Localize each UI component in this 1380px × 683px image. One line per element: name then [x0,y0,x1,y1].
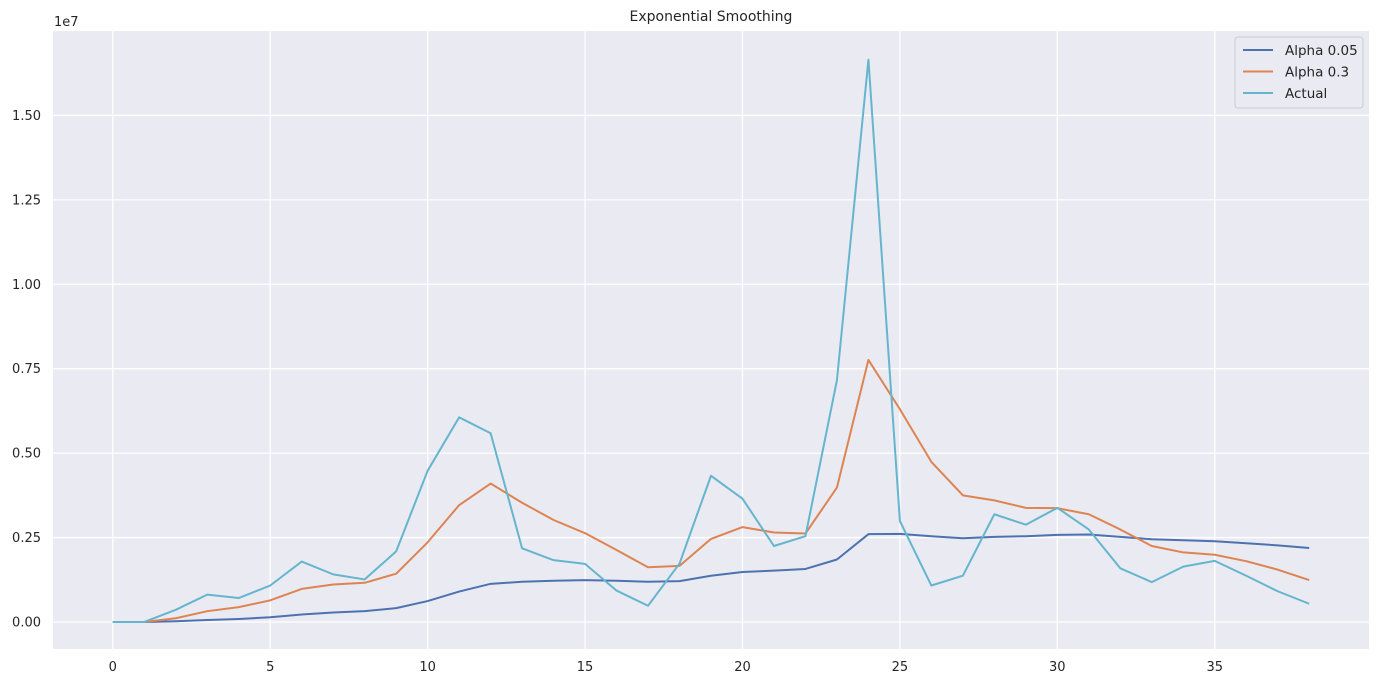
series-line-1 [112,532,1310,623]
x-tick-label: 0 [109,660,117,675]
y-tick-label: 1.50 [12,109,41,124]
plot-area [53,31,1369,649]
x-tick-label: 25 [892,660,909,675]
legend-box [1234,36,1364,109]
y-tick-label: 0.50 [12,447,41,462]
x-tick-label: 5 [266,660,274,675]
y-tick-label: 0.00 [12,615,41,630]
series-lines [112,58,1310,623]
y-offset-label: 1e7 [54,15,79,30]
legend-label: Alpha 0.05 [1285,43,1358,59]
series-line-2 [112,358,1310,623]
y-tick-label: 0.75 [12,362,41,377]
grid [53,31,1369,649]
x-tick-label: 35 [1206,660,1223,675]
series-line-3 [112,58,1310,623]
y-axis: 0.00 0.25 0.50 0.75 1.00 1.25 1.50 [12,109,41,631]
y-tick-label: 1.25 [12,193,41,208]
x-tick-label: 10 [419,660,436,675]
legend-label: Alpha 0.3 [1285,65,1349,81]
x-axis: 0 5 10 15 20 25 30 35 [109,660,1223,675]
legend: Alpha 0.05 Alpha 0.3 Actual [1234,36,1364,109]
chart-title: Exponential Smoothing [630,9,793,25]
x-tick-label: 15 [577,660,594,675]
x-tick-label: 30 [1049,660,1066,675]
x-tick-label: 20 [734,660,751,675]
y-tick-label: 0.25 [12,531,41,546]
legend-label: Actual [1285,86,1327,102]
y-tick-label: 1.00 [12,278,41,293]
